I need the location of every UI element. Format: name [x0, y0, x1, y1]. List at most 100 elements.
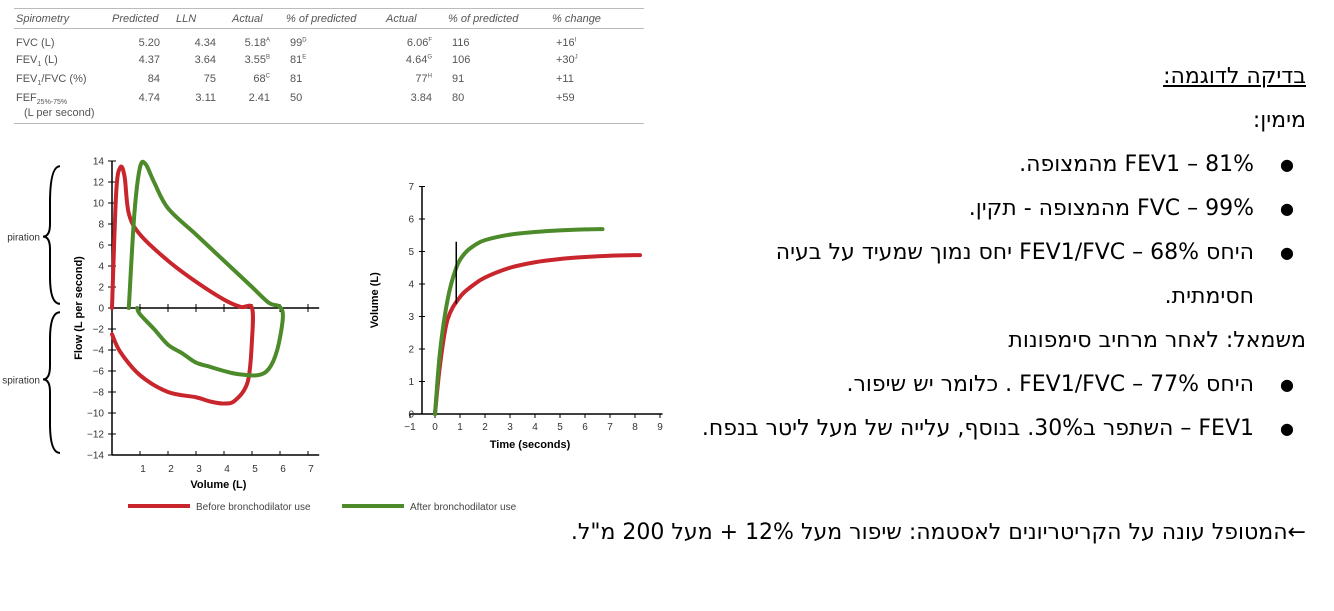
y-tick-label: 6: [408, 215, 414, 226]
row-label: FEF25%-75% (L per second): [14, 90, 110, 124]
y-tick-label: −8: [93, 388, 105, 399]
x-tick-label: 3: [507, 422, 513, 433]
explanation-text: בדיקה לדוגמה: מימין: ● FEV1 – 81% מהמצופה…: [686, 55, 1306, 451]
y-tick-label: 1: [408, 377, 414, 388]
list-item-text: FEV1 – השתפר ב30%. בנוסף, עלייה של מעל ל…: [701, 416, 1254, 441]
x-tick-label: 6: [582, 422, 588, 433]
bullet-icon: ●: [1280, 155, 1294, 174]
table-cell: 68C: [253, 73, 270, 86]
table-cell: 4.74: [110, 90, 174, 124]
table-row: FVC (L) 5.20 4.34 5.18A 99D 6.06F 116 +16I: [14, 29, 644, 53]
y-tick-label: −14: [87, 451, 104, 462]
table-cell: 3.55B: [244, 54, 270, 66]
x-tick-label: 5: [557, 422, 563, 433]
legend-before-label: Before bronchodilator use: [196, 502, 311, 513]
table-cell: +11: [556, 73, 574, 86]
table-cell: 75: [203, 73, 216, 86]
header-percent-predicted: % of predicted: [284, 8, 384, 29]
x-tick-label: 2: [482, 422, 488, 433]
table-cell: 3.84: [384, 90, 446, 124]
x-tick-label: 2: [168, 464, 174, 475]
y-tick-label: 10: [93, 199, 105, 210]
table-cell: 116: [452, 37, 470, 49]
row-label: FEV1 (L): [16, 54, 58, 69]
bullet-icon: ●: [1280, 199, 1294, 218]
x-tick-label: 1: [140, 464, 146, 475]
list-item: ● FVC – 99% מהמצופה - תקין.: [686, 187, 1294, 231]
header-lln: LLN: [174, 8, 230, 29]
chart-legend: Before bronchodilator use After bronchod…: [128, 502, 517, 513]
list-item-text: FEV1 – 81% מהמצופה.: [1019, 152, 1254, 177]
after-series-line: [126, 159, 285, 378]
table-cell: 6.06F: [406, 37, 432, 49]
table-cell: 5.18A: [244, 37, 270, 49]
y-tick-label: 4: [98, 262, 104, 273]
x-axis-label: Volume (L): [190, 479, 246, 491]
row-label: FVC (L): [16, 37, 55, 49]
x-tick-label: 4: [532, 422, 538, 433]
y-tick-label: 6: [98, 241, 104, 252]
after-series-line: [433, 227, 605, 416]
x-tick-label: 0: [432, 422, 438, 433]
y-axis-label: Volume (L): [369, 272, 381, 328]
x-tick-label: 5: [252, 464, 258, 475]
inspiration-label: spiration: [2, 375, 40, 386]
table-cell: 81: [290, 73, 303, 86]
y-tick-label: −6: [93, 367, 105, 378]
y-tick-label: 4: [408, 280, 414, 291]
header-percent-change: % change: [550, 8, 644, 29]
y-tick-label: 12: [93, 178, 105, 189]
y-tick-label: 0: [98, 304, 104, 315]
table-body: FVC (L) 5.20 4.34 5.18A 99D 6.06F 116 +16I FEV1 …: [14, 29, 644, 124]
x-axis-label: Time (seconds): [490, 439, 571, 451]
conclusion-text: ←המטופל עונה על הקריטריונים לאסטמה: שיפו…: [570, 520, 1306, 545]
table-cell: 4.37: [138, 54, 160, 66]
header-percent-predicted-after: % of predicted: [446, 8, 550, 29]
y-tick-label: −4: [93, 346, 105, 357]
table-row: FEV1/FVC (%) 84 75 68C 81 77H 91 +11: [14, 71, 644, 90]
list-item: ● היחס FEV1/FVC – 68% יחס נמוך שמעיד על ב…: [686, 231, 1294, 319]
x-tick-label: 8: [632, 422, 638, 433]
table-cell: 5.20: [138, 37, 160, 49]
bullet-icon: ●: [1280, 419, 1294, 438]
x-tick-label: 3: [196, 464, 202, 475]
x-tick-label: 1: [457, 422, 463, 433]
y-tick-label: −12: [87, 430, 104, 441]
table-cell: +59: [550, 90, 644, 124]
table-cell: 3.11: [174, 90, 230, 124]
list-item-text: FVC – 99% מהמצופה - תקין.: [968, 196, 1254, 221]
table-cell: 81E: [290, 54, 307, 66]
y-tick-label: 0: [408, 410, 414, 421]
y-tick-label: 8: [98, 220, 104, 231]
before-series-line: [110, 164, 256, 406]
x-tick-label: 7: [308, 464, 314, 475]
inspiration-brace: [42, 311, 61, 454]
left-list: ● היחס FEV1/FVC – 77% . כלומר יש שיפור. ●…: [686, 363, 1306, 451]
x-tick-label: 7: [607, 422, 613, 433]
list-item-text: היחס FEV1/FVC – 77% . כלומר יש שיפור.: [846, 372, 1254, 397]
header-spirometry: Spirometry: [14, 8, 110, 29]
y-tick-label: 2: [98, 283, 104, 294]
table-header-row: Spirometry Predicted LLN Actual % of pre…: [14, 8, 644, 29]
table-cell: 80: [446, 90, 550, 124]
table-cell: +30J: [556, 54, 578, 66]
x-tick-label: 6: [280, 464, 286, 475]
right-label: מימין:: [1252, 108, 1306, 133]
list-item-text: היחס FEV1/FVC – 68% יחס נמוך שמעיד על בע…: [775, 240, 1254, 309]
table-cell: 106: [452, 54, 471, 66]
table-cell: 91: [452, 73, 465, 86]
before-series-line: [433, 253, 642, 416]
table-cell: 84: [147, 73, 160, 86]
table-cell: 4.34: [194, 37, 216, 49]
table-cell: 3.64: [194, 54, 216, 66]
x-tick-label: 4: [224, 464, 230, 475]
expiration-label: piration: [7, 233, 40, 244]
legend-after-label: After bronchodilator use: [410, 502, 517, 513]
table-cell: 77H: [415, 73, 432, 86]
list-item: ● FEV1 – השתפר ב30%. בנוסף, עלייה של מעל …: [686, 407, 1294, 451]
row-label: FEV1/FVC (%): [16, 73, 87, 88]
table-cell: 50: [284, 90, 384, 124]
y-tick-label: 14: [93, 157, 105, 168]
